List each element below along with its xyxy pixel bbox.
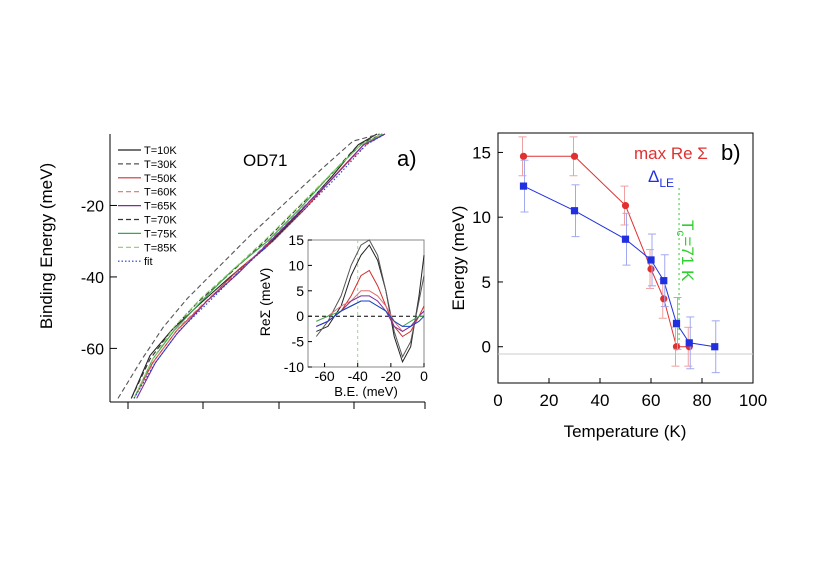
legend-label: T=10K	[144, 145, 177, 157]
inset-xtick-label: -40	[348, 368, 368, 384]
inset-ytick-label: 15	[288, 232, 304, 248]
inset-content: -60 -40 -20 0 15 10 5 0 -5 -10	[284, 232, 428, 384]
panel-b-x-ticks: 0 20 40 60 80 100	[493, 378, 767, 410]
panel-b-x-label: Temperature (K)	[564, 422, 687, 441]
data-point-circle	[519, 152, 528, 160]
data-point-square	[621, 235, 630, 243]
legend-label: T=85K	[144, 242, 177, 254]
inset-xtick-label: -20	[381, 368, 401, 384]
panel-a-inset: -60 -40 -20 0 15 10 5 0 -5 -10 B.E. (meV) ReΣ (me…	[257, 232, 428, 399]
dispersion-curve	[133, 133, 383, 399]
data-point-circle	[621, 201, 630, 210]
legend-label: T=65K	[144, 201, 177, 213]
panel-b-xtick-label: 60	[642, 391, 661, 410]
panel-b-xtick-label: 40	[591, 391, 610, 410]
data-point-circle	[570, 152, 579, 160]
data-point-circle	[672, 343, 681, 351]
panel-a: -20 -40 -60 Binding Energy (meV) T=10K T=30…	[37, 133, 428, 409]
data-point-circle	[660, 295, 668, 303]
panel-b-xtick-label: 20	[540, 391, 559, 410]
legend-label: T=50K	[144, 173, 177, 185]
legend-delta-le: ΔLE	[648, 167, 674, 190]
panel-b-ytick-label: 10	[472, 208, 491, 227]
legend-label: fit	[144, 256, 153, 268]
panel-b-ytick-label: 5	[482, 273, 491, 292]
panel-b-y-label: Energy (meV)	[449, 206, 468, 311]
dispersion-curve	[133, 133, 386, 399]
dispersion-curve	[133, 133, 386, 399]
inset-y-label: ReΣ (meV)	[257, 268, 273, 337]
data-point-square	[519, 182, 528, 190]
tc-label-value: =71 K	[678, 236, 697, 282]
delta-symbol: Δ	[648, 167, 659, 186]
legend-label: T=30K	[144, 159, 177, 171]
panel-a-ytick-label: -20	[81, 198, 104, 215]
inset-xtick-label: -60	[314, 368, 334, 384]
panel-b-xtick-label: 80	[693, 391, 712, 410]
data-point-square	[711, 343, 719, 351]
panel-b-ytick-label: 0	[482, 338, 491, 357]
panel-b-y-ticks: 0 5 10 15	[472, 143, 503, 357]
tc-label-symbol: T	[678, 220, 697, 230]
legend-label: T=60K	[144, 187, 177, 199]
panel-a-annotation: OD71	[243, 151, 287, 170]
panel-b-ytick-label: 15	[472, 143, 491, 162]
legend-max-re-sigma: max Re Σ	[634, 144, 708, 163]
inset-ytick-label: -5	[292, 334, 305, 350]
legend-label: T=75K	[144, 228, 177, 240]
panel-a-tag: a)	[397, 146, 417, 171]
tc-label-subscript: c	[674, 230, 688, 236]
inset-ytick-label: 5	[296, 283, 304, 299]
inset-curve	[316, 300, 425, 327]
data-point-square	[672, 319, 681, 328]
panel-a-y-label: Binding Energy (meV)	[37, 163, 56, 329]
inset-ytick-label: 0	[296, 308, 304, 324]
data-point-square	[660, 277, 668, 285]
panel-b-xtick-label: 0	[493, 391, 502, 410]
inset-ytick-label: 10	[288, 257, 304, 273]
dispersion-curve	[117, 133, 380, 399]
inset-ytick-label: -10	[284, 359, 304, 375]
data-point-square	[647, 256, 655, 264]
delta-subscript: LE	[659, 176, 674, 190]
data-point-circle	[647, 265, 655, 273]
inset-x-label: B.E. (meV)	[334, 384, 398, 399]
panel-a-ytick-label: -60	[81, 341, 104, 358]
panel-a-ytick-label: -40	[81, 270, 104, 287]
data-point-square	[685, 339, 693, 347]
panel-b: 0 20 40 60 80 100 0 5 10 15 Temperature (K) Ener…	[449, 132, 767, 441]
panel-a-curves	[117, 133, 386, 399]
inset-curve	[315, 239, 425, 359]
panel-a-x-ticks	[127, 402, 426, 409]
inset-xtick-label: 0	[420, 368, 428, 384]
legend-label: T=70K	[144, 215, 177, 227]
inset-frame	[307, 239, 425, 368]
panel-b-xtick-label: 100	[739, 391, 767, 410]
panel-b-frame	[497, 132, 754, 384]
tc-label: Tc=71 K	[674, 220, 697, 282]
data-point-square	[570, 207, 579, 215]
panel-a-y-ticks: -20 -40 -60	[81, 198, 117, 358]
tc-marker: Tc=71 K	[674, 188, 697, 347]
panel-b-series	[518, 136, 720, 374]
panel-b-tag: b)	[721, 140, 741, 165]
